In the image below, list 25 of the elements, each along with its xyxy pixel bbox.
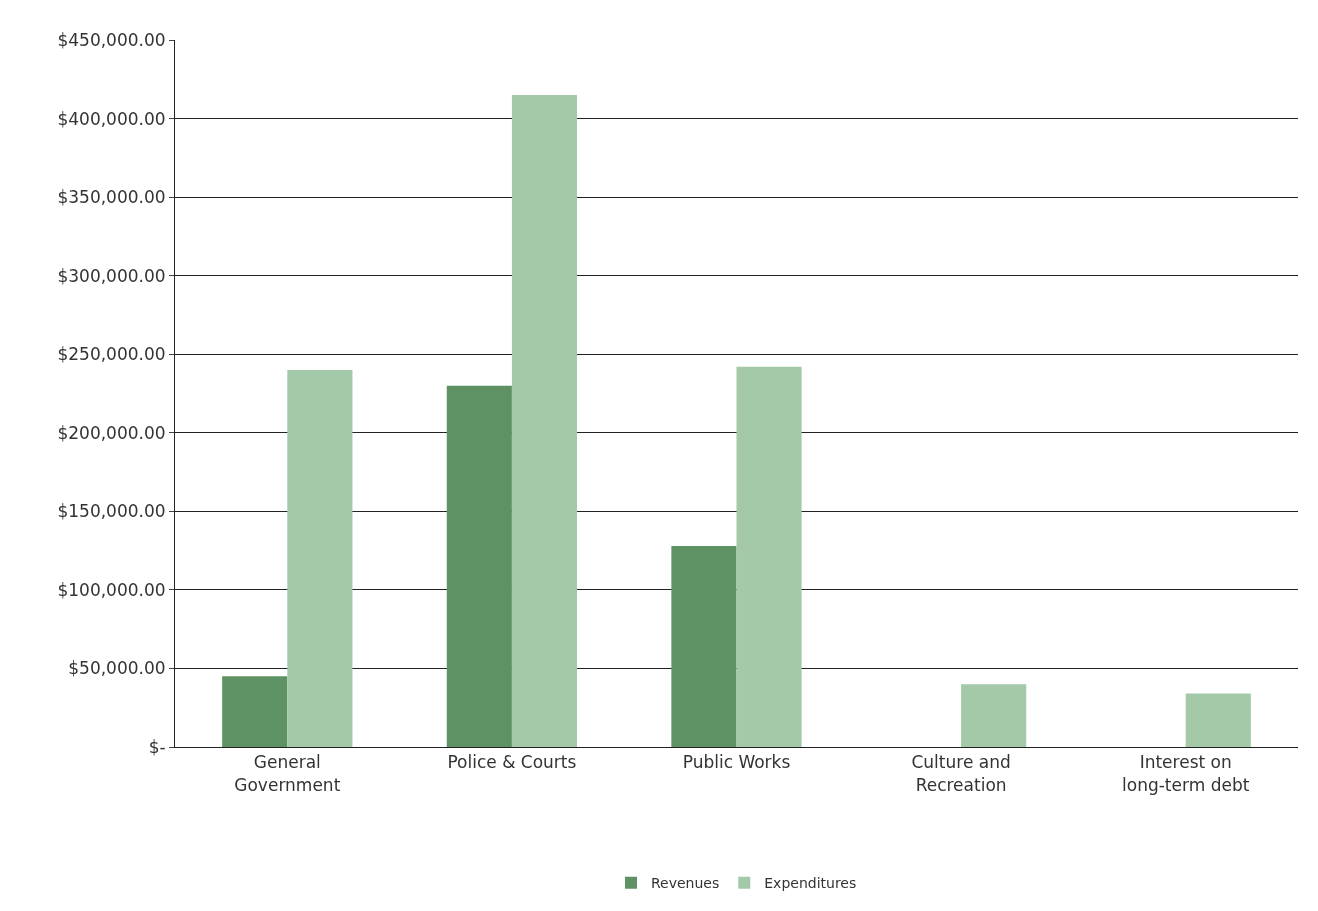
x-tick-label: General Government (234, 752, 341, 795)
x-tick-label: Culture and Recreation (911, 752, 1011, 795)
legend-label: Revenues (651, 875, 720, 892)
bar (287, 369, 353, 747)
bar (446, 385, 512, 747)
y-tick-label: $400,000.00 (57, 108, 166, 129)
x-tick-label: Public Works (682, 752, 791, 773)
y-tick-label: $450,000.00 (57, 29, 166, 50)
legend-label: Expenditures (764, 875, 857, 892)
y-tick-label: $200,000.00 (57, 422, 166, 443)
y-tick-label: $300,000.00 (57, 265, 166, 286)
bar (961, 684, 1027, 747)
y-tick-label: $- (148, 736, 166, 757)
bar (671, 545, 737, 747)
y-tick-label: $150,000.00 (57, 501, 166, 522)
bar (222, 676, 288, 747)
bar (736, 366, 802, 747)
bar (511, 94, 578, 747)
bar (1185, 693, 1251, 747)
y-tick-label: $350,000.00 (57, 187, 166, 208)
y-tick-label: $50,000.00 (68, 658, 166, 679)
y-tick-label: $250,000.00 (57, 344, 166, 365)
x-tick-label: Interest on long-term debt (1122, 752, 1250, 795)
y-tick-label: $100,000.00 (57, 579, 166, 600)
x-tick-label: Police & Courts (447, 752, 577, 773)
